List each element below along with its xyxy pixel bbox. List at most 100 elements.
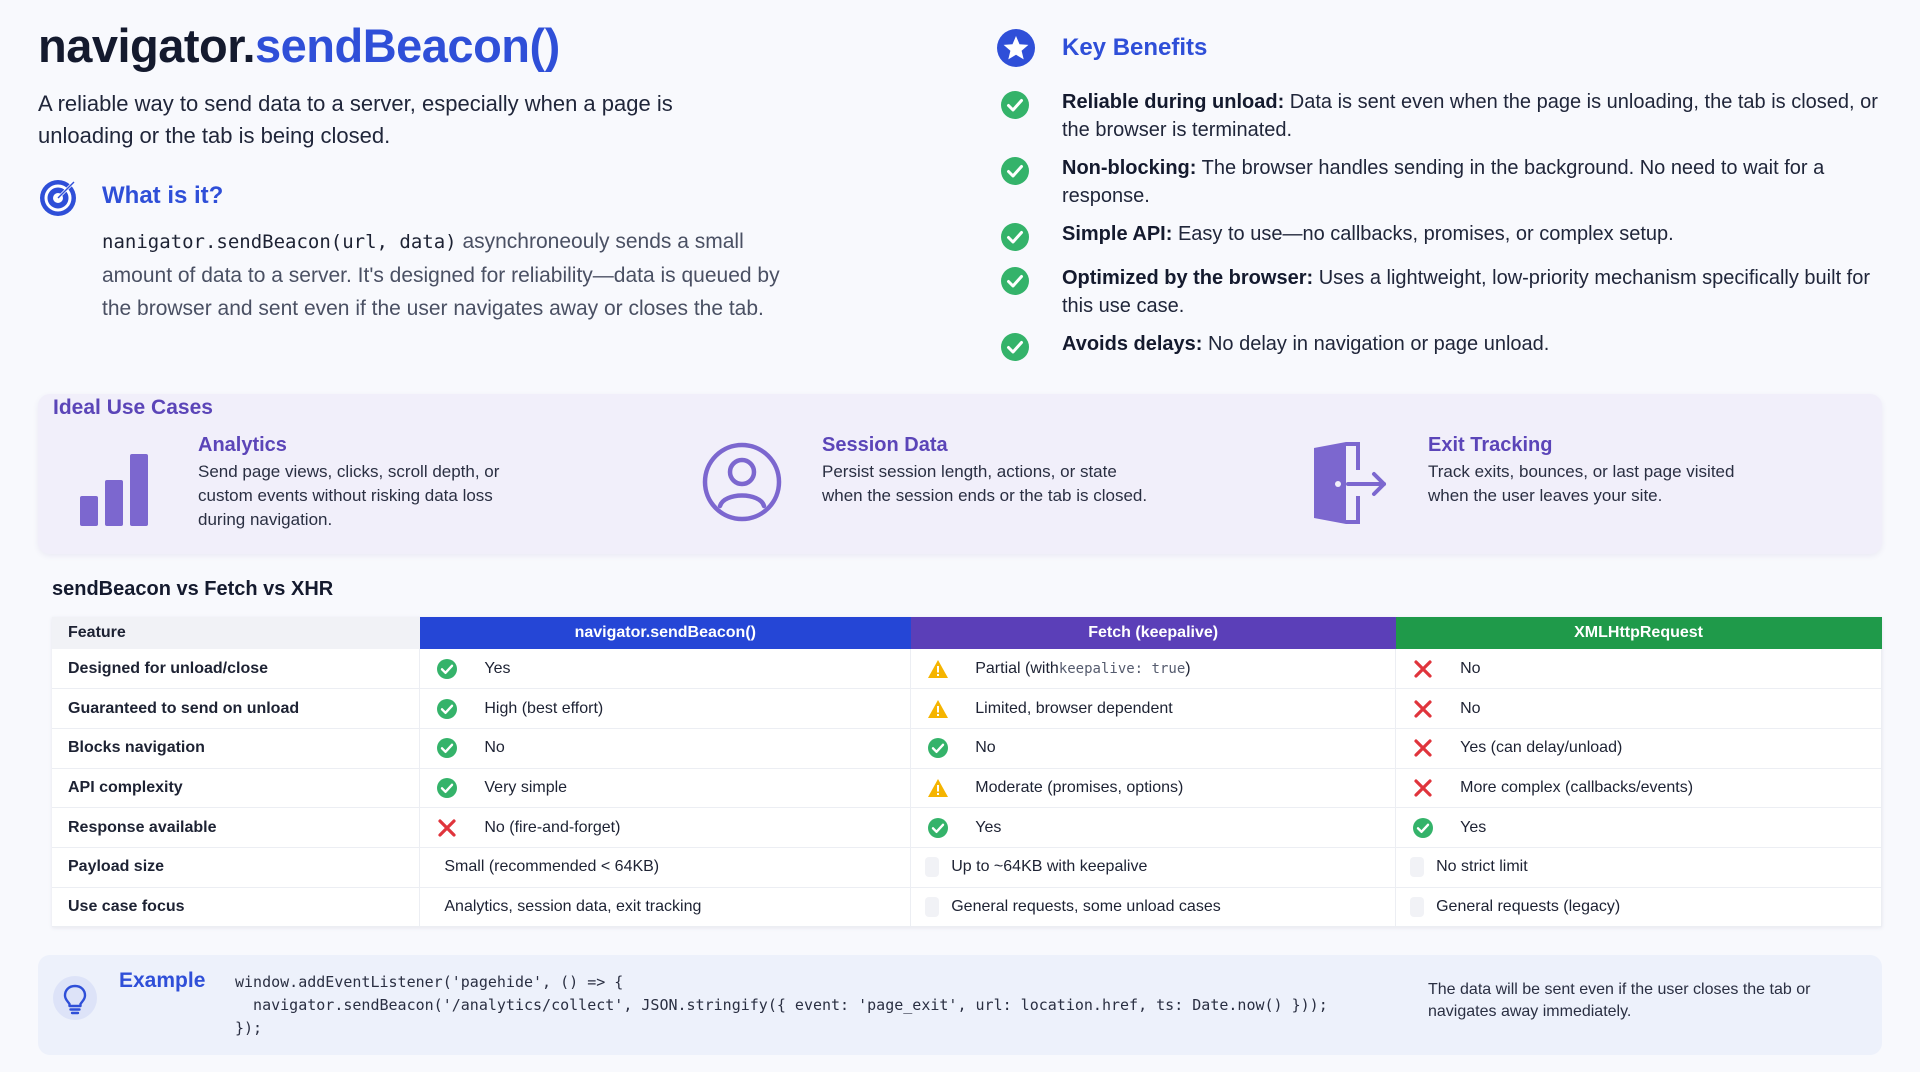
value-cell: No [1395, 688, 1882, 729]
title-prefix: navigator. [38, 19, 256, 72]
value-cell: Yes [1395, 807, 1882, 848]
benefit-text: No delay in navigation or page unload. [1202, 333, 1550, 355]
check-circle-icon [1001, 333, 1029, 361]
value-cell: Small (recommended < 64KB) [419, 847, 912, 888]
value-cell: General requests, some unload cases [910, 887, 1397, 928]
example-code: window.addEventListener('pagehide', () =… [235, 971, 1328, 1040]
benefit-title: Non-blocking: [1062, 157, 1197, 179]
benefit-text: Easy to use—no callbacks, promises, or c… [1172, 223, 1674, 245]
check-circle-icon [436, 737, 458, 759]
cross-icon [1412, 698, 1434, 720]
benefit-title: Optimized by the browser: [1062, 267, 1314, 289]
title-accent: sendBeacon() [255, 19, 560, 72]
value-cell: Analytics, session data, exit tracking [419, 887, 912, 928]
table-row: Response available No (fire-and-forget) Ye… [52, 807, 1882, 848]
value-cell: No (fire-and-forget) [419, 807, 912, 848]
check-circle-icon [1001, 91, 1029, 119]
col-header-feature: Feature [52, 617, 420, 649]
page-subtitle: A reliable way to send data to a server,… [38, 91, 673, 148]
cell-text: Limited, browser dependent [975, 699, 1173, 717]
example-note: The data will be sent even if the user c… [1428, 981, 1811, 1020]
benefit-title: Avoids delays: [1062, 333, 1203, 355]
cell-text: No [1460, 659, 1481, 677]
what-is-it-text: nanigator.sendBeacon(url, data) asynchro… [102, 225, 782, 325]
star-badge-icon [997, 29, 1035, 67]
placeholder-marker [925, 896, 940, 917]
example-heading: Example [119, 969, 206, 992]
check-circle-icon [1412, 817, 1434, 839]
feature-cell: Response available [52, 807, 421, 848]
lightbulb-icon [53, 976, 97, 1020]
feature-cell: Designed for unload/close [52, 649, 421, 690]
placeholder-marker [1410, 896, 1425, 917]
table-row: Blocks navigation No No Yes (can delay/unlo… [52, 728, 1882, 769]
benefit-title: Reliable during unload: [1062, 91, 1285, 113]
cell-text: No [484, 739, 505, 757]
cell-text: Partial (with [975, 659, 1059, 677]
col-header-sendbeacon: navigator.sendBeacon() [419, 617, 911, 649]
feature-cell: API complexity [52, 768, 421, 809]
check-circle-icon [927, 737, 949, 759]
warning-icon [927, 698, 949, 720]
value-cell: Partial (with keepalive: true) [910, 649, 1397, 690]
value-cell: No strict limit [1395, 847, 1882, 888]
what-is-it-code: nanigator.sendBeacon(url, data) [102, 231, 457, 253]
cell-text: No strict limit [1436, 858, 1528, 876]
check-circle-icon [1001, 267, 1029, 295]
what-is-it-heading: What is it? [102, 182, 224, 209]
page-title: navigator.sendBeacon() [38, 18, 560, 73]
cross-icon [436, 817, 458, 839]
cell-text: No (fire-and-forget) [484, 818, 621, 836]
warning-icon [927, 658, 949, 680]
user-circle-icon [702, 442, 782, 522]
value-cell: Moderate (promises, options) [910, 768, 1397, 809]
use-case-title: Analytics [198, 434, 287, 456]
table-row: Use case focus Analytics, session data, e… [52, 887, 1882, 928]
cell-text: More complex (callbacks/events) [1460, 778, 1694, 796]
benefit-text: The browser handles sending in the backg… [1062, 157, 1825, 207]
cross-icon [1412, 658, 1434, 680]
value-cell: Yes [910, 807, 1397, 848]
value-cell: No [910, 728, 1397, 769]
cell-text: Up to ~64KB with keepalive [951, 858, 1148, 876]
code-line: }); [235, 1019, 263, 1037]
cross-icon [1412, 777, 1434, 799]
placeholder-marker [1410, 857, 1425, 878]
check-circle-icon [1001, 223, 1029, 251]
cell-text: No [975, 739, 996, 757]
value-cell: No [1395, 649, 1882, 690]
cell-text: General requests (legacy) [1436, 897, 1621, 915]
table-row: API complexity Very simple Moderate (promi… [52, 768, 1882, 809]
use-cases-panel: Ideal Use Cases Analytics Send page view… [38, 394, 1882, 554]
cell-text: Moderate (promises, options) [975, 778, 1184, 796]
what-is-it-body: asynchroneouly sends a small amount of d… [102, 230, 780, 320]
comparison-table: Feature navigator.sendBeacon() Fetch (ke… [52, 617, 1882, 928]
value-cell: General requests (legacy) [1395, 887, 1882, 928]
key-benefits-heading: Key Benefits [1062, 34, 1208, 61]
benefit-text: Uses a lightweight, low-priority mechani… [1062, 267, 1871, 317]
cross-icon [1412, 737, 1434, 759]
table-row: Payload size Small (recommended < 64KB) Up… [52, 847, 1882, 888]
value-cell: More complex (callbacks/events) [1395, 768, 1882, 809]
value-cell: Yes (can delay/unload) [1395, 728, 1882, 769]
check-circle-icon [436, 698, 458, 720]
value-cell: Up to ~64KB with keepalive [910, 847, 1397, 888]
col-header-xhr: XMLHttpRequest [1395, 617, 1882, 649]
use-case-exit-tracking: Exit Tracking Track exits, bounces, or l… [1300, 434, 1820, 544]
cell-text: High (best effort) [484, 699, 604, 717]
cell-text: Yes (can delay/unload) [1460, 739, 1623, 757]
use-case-session-data: Session Data Persist session length, act… [694, 434, 1214, 544]
use-case-title: Session Data [822, 434, 948, 456]
table-row: Guaranteed to send on unload High (best e… [52, 688, 1882, 729]
placeholder-marker [925, 857, 940, 878]
value-cell: Very simple [419, 768, 912, 809]
check-circle-icon [927, 817, 949, 839]
cell-text: Analytics, session data, exit tracking [444, 897, 702, 915]
target-icon [40, 180, 76, 216]
table-header-row: Feature navigator.sendBeacon() Fetch (ke… [52, 617, 1882, 649]
cell-text: Yes [975, 818, 1002, 836]
benefit-title: Simple API: [1062, 223, 1173, 245]
value-cell: High (best effort) [419, 688, 912, 729]
cell-text: Very simple [484, 778, 568, 796]
check-circle-icon [436, 658, 458, 680]
